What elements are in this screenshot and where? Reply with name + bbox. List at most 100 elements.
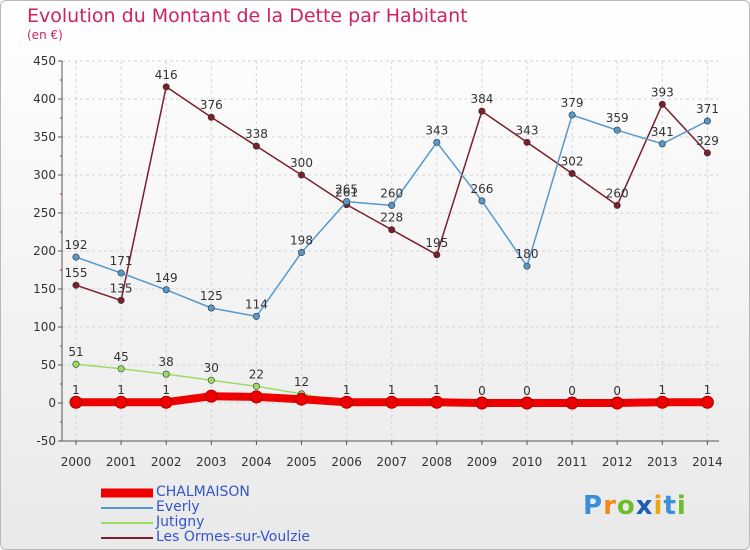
data-point [297, 249, 305, 257]
data-label: 1 [117, 383, 125, 397]
data-label: 260 [380, 186, 403, 200]
data-label: 114 [245, 297, 268, 311]
data-label: 343 [516, 123, 539, 137]
legend-label: Everly [156, 499, 200, 515]
data-point [252, 312, 260, 320]
data-label: 149 [155, 271, 178, 285]
data-point [433, 138, 441, 146]
data-point [249, 390, 263, 404]
data-point [385, 395, 399, 409]
x-tick-label: 2004 [241, 455, 272, 469]
data-label: 45 [113, 350, 128, 364]
data-label: 195 [425, 236, 448, 250]
data-label: 1 [72, 383, 80, 397]
data-label: 261 [335, 186, 358, 200]
y-tick-label: 100 [33, 320, 56, 334]
x-tick-label: 2000 [61, 455, 92, 469]
data-point [523, 262, 531, 270]
data-label: 228 [380, 211, 403, 225]
data-label: 416 [155, 68, 178, 82]
y-tick-label: 450 [33, 54, 56, 68]
data-point [433, 251, 441, 259]
data-point [252, 142, 260, 150]
data-label: 0 [568, 384, 576, 398]
data-point [252, 382, 260, 390]
x-tick-label: 2011 [557, 455, 588, 469]
legend-label: CHALMAISON [156, 484, 250, 500]
data-point [204, 389, 218, 403]
data-point [159, 395, 173, 409]
data-point [475, 396, 489, 410]
y-tick-label: 400 [33, 92, 56, 106]
data-point [117, 296, 125, 304]
chart-subtitle: (en €) [27, 28, 63, 42]
data-label: 341 [651, 125, 674, 139]
data-label: 0 [523, 384, 531, 398]
data-label: 180 [516, 247, 539, 261]
data-point [703, 149, 711, 157]
data-label: 0 [613, 384, 621, 398]
data-point [700, 395, 714, 409]
y-tick-label: -50 [36, 434, 56, 448]
data-label: 371 [696, 102, 719, 116]
data-point [162, 83, 170, 91]
data-label: 302 [561, 154, 584, 168]
y-tick-label: 0 [48, 396, 56, 410]
data-point [114, 395, 128, 409]
legend-label: Jutigny [156, 514, 205, 530]
data-label: 0 [478, 384, 486, 398]
data-point [565, 396, 579, 410]
data-point [72, 253, 80, 261]
data-point [117, 269, 125, 277]
data-label: 38 [159, 355, 174, 369]
data-point [117, 365, 125, 373]
data-label: 393 [651, 85, 674, 99]
data-point [207, 376, 215, 384]
y-tick-label: 150 [33, 282, 56, 296]
data-point [162, 286, 170, 294]
data-point [658, 140, 666, 148]
data-label: 155 [65, 266, 88, 280]
data-label: 125 [200, 289, 223, 303]
x-tick-label: 2007 [376, 455, 407, 469]
data-label: 265 [335, 183, 358, 197]
x-tick-label: 2012 [602, 455, 633, 469]
data-point [340, 395, 354, 409]
x-tick-label: 2009 [467, 455, 498, 469]
data-label: 1 [388, 383, 396, 397]
data-label: 260 [606, 186, 629, 200]
x-tick-label: 2014 [692, 455, 723, 469]
x-tick-label: 2013 [647, 455, 678, 469]
y-tick-label: 50 [41, 358, 56, 372]
chart-title: Evolution du Montant de la Dette par Hab… [27, 5, 468, 27]
data-point [478, 107, 486, 115]
data-point [655, 395, 669, 409]
data-point [343, 198, 351, 206]
data-label: 135 [110, 281, 133, 295]
data-point [297, 171, 305, 179]
y-tick-label: 350 [33, 130, 56, 144]
data-label: 192 [65, 238, 88, 252]
data-point [658, 100, 666, 108]
data-point [520, 396, 534, 410]
data-point [610, 396, 624, 410]
data-label: 338 [245, 127, 268, 141]
x-tick-label: 2002 [151, 455, 182, 469]
data-point [162, 370, 170, 378]
data-point [72, 281, 80, 289]
data-point [207, 304, 215, 312]
data-label: 384 [470, 92, 493, 106]
x-tick-label: 2005 [286, 455, 317, 469]
data-label: 266 [470, 182, 493, 196]
data-point [388, 201, 396, 209]
data-point [388, 226, 396, 234]
data-point [613, 201, 621, 209]
x-tick-label: 2001 [106, 455, 137, 469]
data-point [72, 360, 80, 368]
data-point [207, 113, 215, 121]
x-tick-label: 2003 [196, 455, 227, 469]
data-label: 1 [433, 383, 441, 397]
data-label: 343 [425, 123, 448, 137]
data-label: 22 [249, 367, 264, 381]
